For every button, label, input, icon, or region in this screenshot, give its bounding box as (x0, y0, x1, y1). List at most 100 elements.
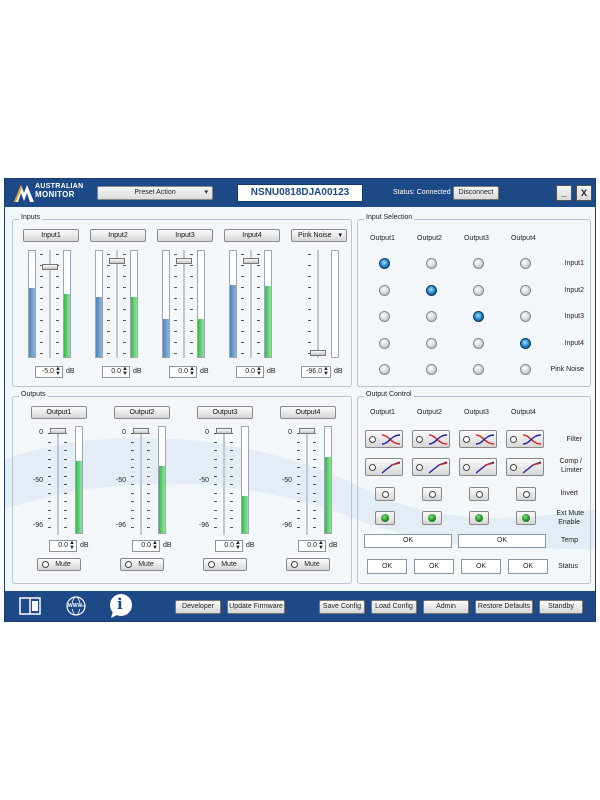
output-channel-button-1[interactable]: Output1 (31, 406, 87, 419)
output-fader-tick (131, 501, 134, 502)
input-gain-field-1[interactable]: -5.0 ▲ ▼ (35, 366, 63, 378)
stepper-icon[interactable]: ▲ ▼ (235, 540, 241, 551)
developer-button[interactable]: Developer (175, 600, 221, 614)
close-button[interactable]: X (576, 185, 592, 201)
input-gain-field-2[interactable]: 0.0 ▲ ▼ (102, 366, 130, 378)
input-fader-tick (123, 342, 126, 343)
compressor-button-1[interactable] (365, 458, 403, 476)
route-radio-5-4[interactable] (520, 364, 531, 375)
output-channel-button-3[interactable]: Output3 (197, 406, 253, 419)
route-radio-3-2[interactable] (426, 311, 437, 322)
australian-monitor-logo: AUSTRALIAN MONITOR (13, 182, 83, 204)
route-radio-5-2[interactable] (426, 364, 437, 375)
output-gain-field-2[interactable]: 0.0 ▲ ▼ (132, 540, 160, 552)
invert-button-3[interactable] (469, 487, 489, 501)
route-radio-1-3[interactable] (473, 258, 484, 269)
pink-noise-fader-knob[interactable] (310, 350, 326, 356)
stepper-icon[interactable]: ▲ ▼ (152, 540, 158, 551)
input-fader-knob-4[interactable] (243, 258, 259, 264)
ext-mute-button-4[interactable] (516, 511, 536, 525)
input-gain-field-3[interactable]: 0.0 ▲ ▼ (169, 366, 197, 378)
input-channel-button-3[interactable]: Input3 (157, 229, 213, 242)
output-fader-tick (313, 441, 316, 443)
compressor-button-4[interactable] (506, 458, 544, 476)
output-gain-field-1[interactable]: 0.0 ▲ ▼ (49, 540, 77, 552)
pink-noise-tick (308, 309, 311, 310)
input-fader-tick (123, 320, 126, 321)
route-radio-3-1[interactable] (379, 311, 390, 322)
mute-button-1[interactable]: Mute (37, 558, 81, 571)
mute-button-2[interactable]: Mute (120, 558, 164, 571)
ext-row-label-1: Ext Mute (556, 510, 584, 517)
route-radio-2-3[interactable] (473, 284, 484, 296)
ext-mute-button-3[interactable] (469, 511, 489, 525)
pink-noise-gain-field[interactable]: -96.0 ▲ ▼ (301, 366, 331, 378)
input-fader-knob-3[interactable] (176, 258, 192, 264)
input-meter-green-fill-4 (265, 285, 271, 357)
stepper-icon[interactable]: ▲ ▼ (122, 366, 128, 377)
input-channel-button-1[interactable]: Input1 (23, 229, 79, 242)
invert-button-1[interactable] (375, 487, 395, 501)
preset-action-dropdown[interactable]: Preset Action ▾ (97, 186, 213, 200)
route-radio-2-2[interactable] (426, 284, 437, 296)
compressor-button-2[interactable] (412, 458, 450, 476)
route-radio-5-1[interactable] (379, 364, 390, 375)
route-radio-4-3[interactable] (473, 337, 484, 349)
route-radio-4-2[interactable] (426, 337, 437, 349)
output-fader-knob-3[interactable] (216, 428, 232, 434)
stepper-icon[interactable]: ▲ ▼ (55, 366, 61, 377)
output-fader-knob-4[interactable] (299, 428, 315, 434)
filter-button-1[interactable] (365, 430, 403, 448)
route-radio-4-4[interactable] (520, 337, 531, 349)
pink-noise-dropdown[interactable]: Pink Noise ▾ (291, 229, 347, 242)
output-fader-tick (147, 467, 150, 468)
route-radio-2-1[interactable] (379, 284, 390, 296)
output-channel-button-4[interactable]: Output4 (280, 406, 336, 419)
route-radio-1-4[interactable] (520, 258, 531, 269)
mute-button-3[interactable]: Mute (203, 558, 247, 571)
route-radio-4-1[interactable] (379, 337, 390, 349)
input-channel-button-4[interactable]: Input4 (224, 229, 280, 242)
filter-button-3[interactable] (459, 430, 497, 448)
route-radio-1-1[interactable] (379, 258, 390, 269)
standby-button[interactable]: Standby (539, 600, 583, 614)
stepper-icon[interactable]: ▲ ▼ (323, 366, 329, 377)
input-selection-panel: Input Selection Output1 Output2 Output3 Out… (357, 214, 591, 387)
restore-defaults-button[interactable]: Restore Defaults (475, 600, 533, 614)
input-fader-knob-1[interactable] (42, 264, 58, 270)
compressor-button-3[interactable] (459, 458, 497, 476)
invert-button-4[interactable] (516, 487, 536, 501)
ext-mute-button-2[interactable] (422, 511, 442, 525)
info-icon[interactable]: i (109, 593, 133, 619)
route-radio-3-4[interactable] (520, 311, 531, 322)
route-radio-1-2[interactable] (426, 258, 437, 269)
ext-mute-button-1[interactable] (375, 511, 395, 525)
output-fader-knob-1[interactable] (50, 428, 66, 434)
stepper-icon[interactable]: ▲ ▼ (189, 366, 195, 377)
filter-button-2[interactable] (412, 430, 450, 448)
load-config-button[interactable]: Load Config (371, 600, 417, 614)
input-fader-knob-2[interactable] (109, 258, 125, 264)
output-channel-button-2[interactable]: Output2 (114, 406, 170, 419)
mute-button-4[interactable]: Mute (286, 558, 330, 571)
disconnect-button[interactable]: Disconnect (453, 186, 499, 200)
route-radio-2-4[interactable] (520, 284, 531, 296)
output-fader-knob-2[interactable] (133, 428, 149, 434)
invert-button-2[interactable] (422, 487, 442, 501)
input-channel-button-2[interactable]: Input2 (90, 229, 146, 242)
manual-book-icon[interactable] (19, 597, 41, 615)
website-globe-icon[interactable]: WWW (65, 595, 87, 617)
minimize-button[interactable]: _ (556, 185, 572, 201)
stepper-icon[interactable]: ▲ ▼ (318, 540, 324, 551)
output-gain-field-4[interactable]: 0.0 ▲ ▼ (298, 540, 326, 552)
output-gain-field-3[interactable]: 0.0 ▲ ▼ (215, 540, 243, 552)
stepper-icon[interactable]: ▲ ▼ (256, 366, 262, 377)
filter-button-4[interactable] (506, 430, 544, 448)
input-gain-field-4[interactable]: 0.0 ▲ ▼ (236, 366, 264, 378)
update-firmware-button[interactable]: Update Firmware (227, 600, 285, 614)
stepper-icon[interactable]: ▲ ▼ (69, 540, 75, 551)
route-radio-3-3[interactable] (473, 311, 484, 322)
route-radio-5-3[interactable] (473, 364, 484, 375)
save-config-button[interactable]: Save Config (319, 600, 365, 614)
admin-button[interactable]: Admin (423, 600, 469, 614)
